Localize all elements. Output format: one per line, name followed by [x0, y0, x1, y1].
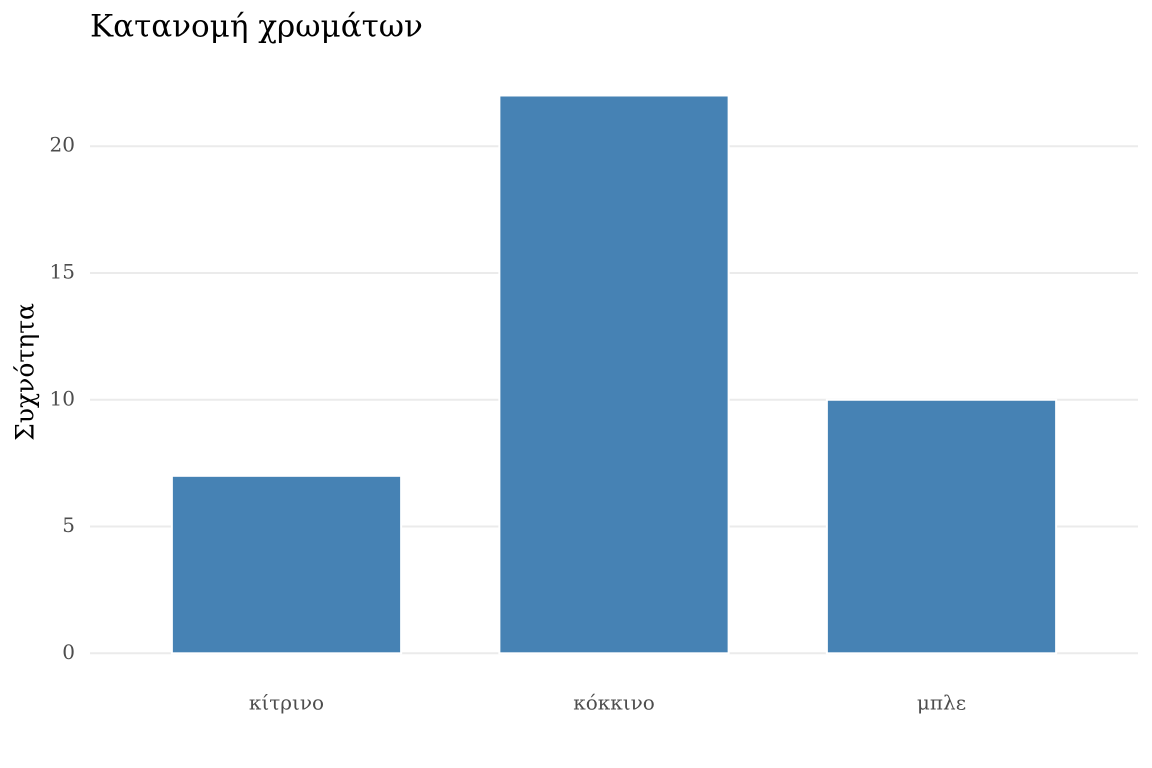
bar: [825, 398, 1058, 655]
y-tick-label: 15: [50, 259, 75, 283]
y-axis-label: Συχνότητα: [11, 303, 40, 441]
x-tick-label: κίτρινο: [249, 691, 324, 715]
y-tick-label: 20: [50, 133, 75, 157]
bar: [498, 94, 730, 655]
chart-title: Κατανομή χρωμάτων: [90, 9, 423, 45]
y-tick-label: 5: [62, 513, 75, 537]
x-tick-label: μπλε: [917, 691, 966, 715]
y-tick-label: 10: [50, 386, 75, 410]
x-tick-label: κόκκινο: [573, 691, 655, 715]
y-tick-label: 0: [62, 640, 75, 664]
bar: [170, 474, 403, 655]
